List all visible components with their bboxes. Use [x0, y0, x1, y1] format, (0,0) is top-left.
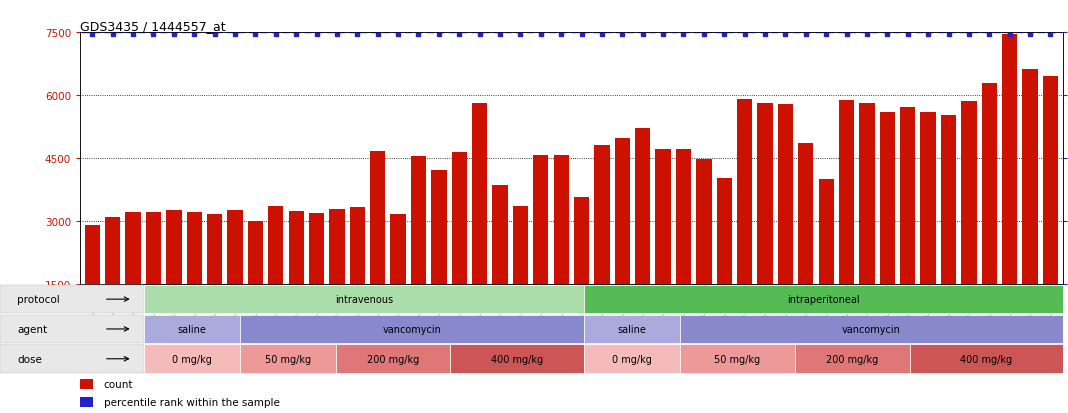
Bar — [680, 344, 795, 373]
Text: 200 mg/kg: 200 mg/kg — [826, 354, 878, 364]
Bar — [391, 214, 406, 347]
Bar — [431, 171, 446, 347]
Bar — [594, 145, 610, 347]
Bar — [941, 116, 956, 347]
Text: saline: saline — [177, 324, 206, 334]
Bar — [839, 101, 854, 347]
Text: 50 mg/kg: 50 mg/kg — [714, 354, 760, 364]
Text: intraperitoneal: intraperitoneal — [787, 294, 860, 304]
Bar — [910, 344, 1063, 373]
Bar — [329, 210, 345, 347]
Bar — [335, 344, 451, 373]
Bar — [584, 285, 1063, 314]
Bar — [80, 397, 93, 407]
Bar — [125, 212, 141, 347]
Text: GDS3435 / 1444557_at: GDS3435 / 1444557_at — [80, 20, 225, 33]
Bar — [656, 149, 671, 347]
Bar — [900, 108, 915, 347]
Text: 400 mg/kg: 400 mg/kg — [491, 354, 544, 364]
Bar — [696, 159, 711, 347]
Bar — [961, 101, 976, 347]
Bar — [240, 344, 335, 373]
Text: 0 mg/kg: 0 mg/kg — [172, 354, 211, 364]
Bar — [227, 210, 242, 347]
Bar — [105, 218, 121, 347]
Bar — [240, 315, 584, 344]
Bar — [451, 344, 584, 373]
Bar — [921, 113, 936, 347]
Bar — [80, 379, 93, 389]
Bar — [757, 104, 772, 347]
Bar — [818, 179, 834, 347]
Bar — [1002, 35, 1018, 347]
Bar — [615, 139, 630, 347]
Text: vancomycin: vancomycin — [842, 324, 900, 334]
Bar — [144, 315, 240, 344]
Text: 400 mg/kg: 400 mg/kg — [960, 354, 1012, 364]
Bar — [584, 344, 680, 373]
Bar — [207, 214, 222, 347]
Bar — [513, 206, 528, 347]
Bar — [981, 84, 996, 347]
Bar — [84, 226, 100, 347]
Bar — [371, 152, 386, 347]
Bar — [798, 144, 814, 347]
Bar — [144, 344, 240, 373]
Bar — [248, 221, 263, 347]
Bar — [880, 113, 895, 347]
Bar — [268, 206, 283, 347]
Bar — [349, 208, 365, 347]
Bar — [411, 157, 426, 347]
Bar — [146, 212, 161, 347]
Bar — [574, 197, 590, 347]
Bar — [1022, 70, 1038, 347]
Text: dose: dose — [17, 354, 42, 364]
Bar — [1042, 77, 1058, 347]
Text: intravenous: intravenous — [335, 294, 393, 304]
Bar — [144, 285, 584, 314]
Bar — [795, 344, 910, 373]
Text: protocol: protocol — [17, 294, 60, 304]
Text: count: count — [104, 379, 134, 389]
Text: vancomycin: vancomycin — [382, 324, 441, 334]
Bar — [187, 212, 202, 347]
Bar — [492, 185, 507, 347]
Bar — [167, 210, 182, 347]
Text: saline: saline — [617, 324, 646, 334]
Bar — [860, 104, 875, 347]
Text: agent: agent — [17, 324, 47, 334]
Text: 0 mg/kg: 0 mg/kg — [612, 354, 653, 364]
Text: 200 mg/kg: 200 mg/kg — [366, 354, 419, 364]
Text: percentile rank within the sample: percentile rank within the sample — [104, 397, 280, 407]
Bar — [717, 178, 732, 347]
Text: 50 mg/kg: 50 mg/kg — [265, 354, 311, 364]
Bar — [680, 315, 1063, 344]
Bar — [288, 211, 303, 347]
Bar — [635, 128, 650, 347]
Bar — [778, 105, 794, 347]
Bar — [472, 104, 487, 347]
Bar — [737, 100, 752, 347]
Bar — [553, 156, 569, 347]
Bar — [533, 156, 549, 347]
Bar — [309, 214, 325, 347]
Bar — [676, 150, 691, 347]
Bar — [584, 315, 680, 344]
Bar — [452, 152, 467, 347]
